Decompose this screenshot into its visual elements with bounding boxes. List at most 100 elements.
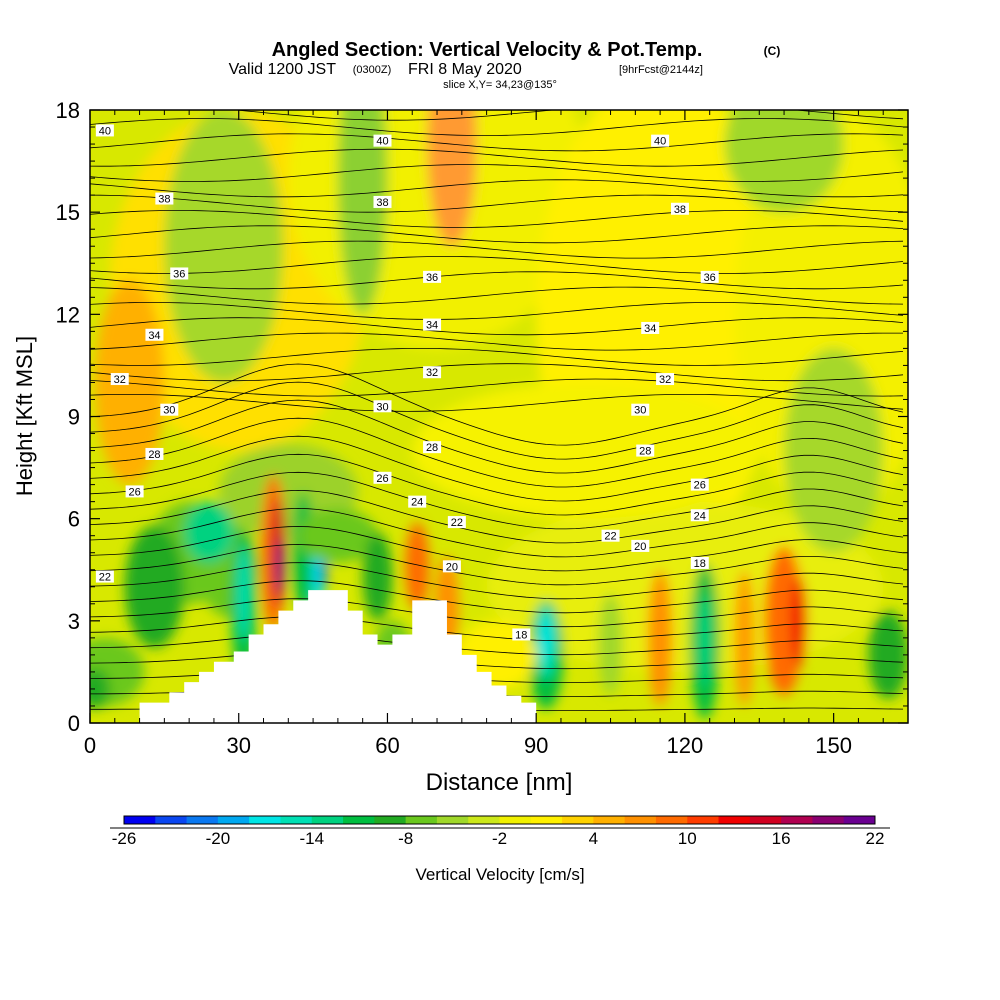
theta-contour — [90, 453, 904, 516]
colorbar-tick-label: -26 — [112, 829, 137, 848]
velocity-cell — [764, 545, 804, 696]
theta-contour — [90, 194, 904, 213]
svg-text:28: 28 — [426, 442, 438, 454]
x-tick-label: 30 — [226, 733, 250, 758]
colorbar-swatch — [436, 816, 469, 824]
theta-label: 20 — [631, 539, 650, 553]
theta-contour — [90, 544, 904, 586]
x-tick-label: 60 — [375, 733, 399, 758]
velocity-cell — [724, 110, 844, 213]
svg-text:32: 32 — [114, 374, 126, 386]
svg-text:36: 36 — [704, 272, 716, 284]
theta-contour — [90, 616, 904, 642]
chart-title-unit: (C) — [764, 44, 781, 58]
theta-contour — [90, 381, 904, 460]
svg-text:20: 20 — [634, 541, 646, 553]
colorbar-swatch — [217, 816, 250, 824]
velocity-cell — [405, 522, 430, 611]
forecast-label: [9hrFcst@2144z] — [619, 64, 703, 76]
theta-label: 26 — [373, 471, 392, 485]
theta-contour — [90, 347, 904, 366]
velocity-cell — [337, 110, 388, 315]
theta-label: 40 — [651, 134, 670, 148]
svg-text:40: 40 — [654, 136, 666, 148]
theta-label: 38 — [670, 202, 689, 216]
svg-text:26: 26 — [376, 473, 388, 485]
theta-contour — [90, 507, 904, 558]
theta-label: 32 — [656, 373, 675, 386]
colorbar-tick-label: 10 — [678, 829, 697, 848]
y-tick-label: 3 — [68, 609, 80, 634]
colorbar-tick-label: -8 — [398, 829, 413, 848]
y-tick-label: 18 — [56, 98, 80, 123]
velocity-cell — [427, 110, 477, 247]
svg-text:38: 38 — [376, 197, 388, 209]
svg-text:24: 24 — [694, 510, 706, 522]
velocity-field — [90, 110, 908, 720]
theta-label: 36 — [170, 267, 189, 280]
colorbar-swatch — [311, 816, 344, 824]
theta-label: 22 — [601, 529, 620, 543]
theta-contour — [90, 332, 903, 351]
svg-text:22: 22 — [99, 572, 111, 584]
colorbar-tick-label: 22 — [866, 829, 885, 848]
theta-label: 38 — [155, 192, 174, 206]
valid-date-label: FRI 8 May 2020 — [408, 61, 522, 78]
valid-time-label: Valid 1200 JST — [229, 61, 337, 78]
colorbar-tick-label: 4 — [589, 829, 598, 848]
svg-text:34: 34 — [148, 330, 160, 342]
colorbar-swatch — [687, 816, 720, 824]
svg-text:28: 28 — [148, 449, 160, 461]
svg-text:28: 28 — [639, 446, 651, 458]
theta-contour — [90, 271, 904, 290]
theta-contour — [90, 598, 904, 628]
theta-label: 32 — [423, 366, 442, 379]
theta-label: 34 — [423, 318, 442, 332]
theta-label: 26 — [125, 485, 144, 498]
theta-label: 38 — [373, 195, 392, 209]
theta-contour — [90, 363, 904, 446]
velocity-cell — [540, 614, 553, 662]
velocity-cell — [734, 569, 755, 706]
colorbar-swatch — [812, 816, 845, 824]
theta-contour — [90, 240, 904, 259]
x-tick-label: 150 — [815, 733, 852, 758]
colorbar-swatch — [843, 816, 876, 824]
y-tick-label: 6 — [68, 507, 80, 532]
svg-text:18: 18 — [694, 558, 706, 570]
theta-contour — [90, 179, 904, 198]
theta-label: 18 — [690, 556, 709, 570]
theta-contour — [90, 164, 904, 182]
svg-text:32: 32 — [659, 374, 671, 386]
velocity-cell — [698, 593, 712, 689]
colorbar-swatch — [781, 816, 813, 824]
theta-label: 22 — [447, 516, 466, 529]
x-axis-label: Distance [nm] — [426, 769, 573, 796]
colorbar-swatch — [718, 816, 751, 824]
theta-contour — [90, 435, 904, 502]
velocity-cell — [791, 576, 807, 666]
theta-contour — [90, 526, 904, 572]
velocity-cell — [868, 610, 908, 700]
theta-label: 18 — [512, 628, 531, 641]
x-tick-label: 90 — [524, 733, 548, 758]
theta-contour — [90, 225, 904, 244]
theta-contour — [90, 471, 904, 530]
velocity-cell — [277, 539, 285, 594]
svg-text:32: 32 — [426, 367, 438, 379]
colorbar-swatch — [655, 816, 688, 824]
theta-label: 24 — [408, 495, 427, 509]
svg-text:26: 26 — [694, 480, 706, 492]
colorbar-swatch — [405, 816, 438, 824]
theta-label: 30 — [160, 403, 179, 417]
colorbar-tick-label: -2 — [492, 829, 507, 848]
theta-label: 28 — [636, 444, 655, 458]
y-tick-label: 15 — [56, 200, 80, 225]
velocity-cell — [184, 501, 234, 563]
y-axis-label: Height [Kft MSL] — [12, 336, 37, 496]
svg-text:30: 30 — [634, 405, 646, 417]
x-tick-label: 0 — [84, 733, 96, 758]
theta-contour — [90, 562, 904, 600]
theta-contour — [90, 378, 904, 397]
svg-text:38: 38 — [674, 204, 686, 216]
